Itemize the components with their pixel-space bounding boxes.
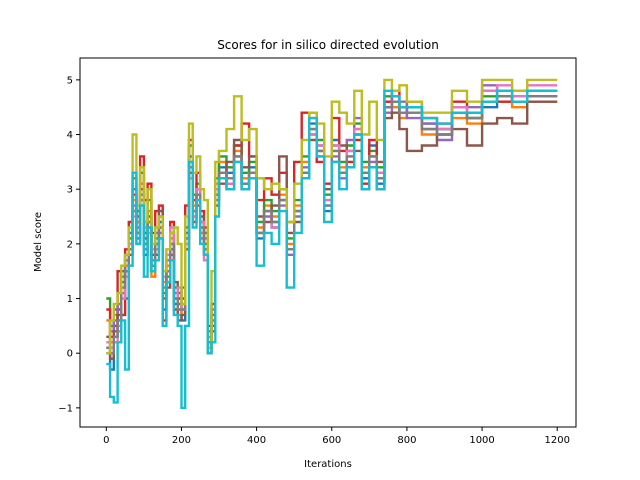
y-tick-label: 4 bbox=[67, 130, 73, 141]
x-axis-label: Iterations bbox=[304, 459, 352, 470]
x-tick-label: 600 bbox=[322, 435, 341, 446]
y-tick-label: 5 bbox=[67, 75, 73, 86]
series-layer bbox=[106, 78, 558, 410]
y-axis-label: Model score bbox=[33, 212, 44, 272]
x-axis-ticks: 0 200 400 600 800 1000 1200 bbox=[103, 427, 570, 446]
y-tick-label: 3 bbox=[67, 185, 73, 196]
chart-title: Scores for in silico directed evolution bbox=[217, 38, 439, 52]
y-tick-label: 1 bbox=[67, 294, 73, 305]
series-line-10 bbox=[106, 89, 558, 410]
x-tick-label: 400 bbox=[247, 435, 266, 446]
x-tick-label: 800 bbox=[397, 435, 416, 446]
y-tick-label: 0 bbox=[67, 349, 73, 360]
y-axis-ticks: −1 0 1 2 3 4 5 bbox=[58, 75, 80, 414]
x-tick-label: 0 bbox=[103, 435, 109, 446]
x-tick-label: 1200 bbox=[544, 435, 569, 446]
series-line-9 bbox=[106, 78, 558, 355]
y-tick-label: 2 bbox=[67, 239, 73, 250]
x-tick-label: 200 bbox=[172, 435, 191, 446]
x-tick-label: 1000 bbox=[469, 435, 494, 446]
plot-frame bbox=[79, 57, 577, 428]
y-tick-label: −1 bbox=[58, 403, 73, 414]
